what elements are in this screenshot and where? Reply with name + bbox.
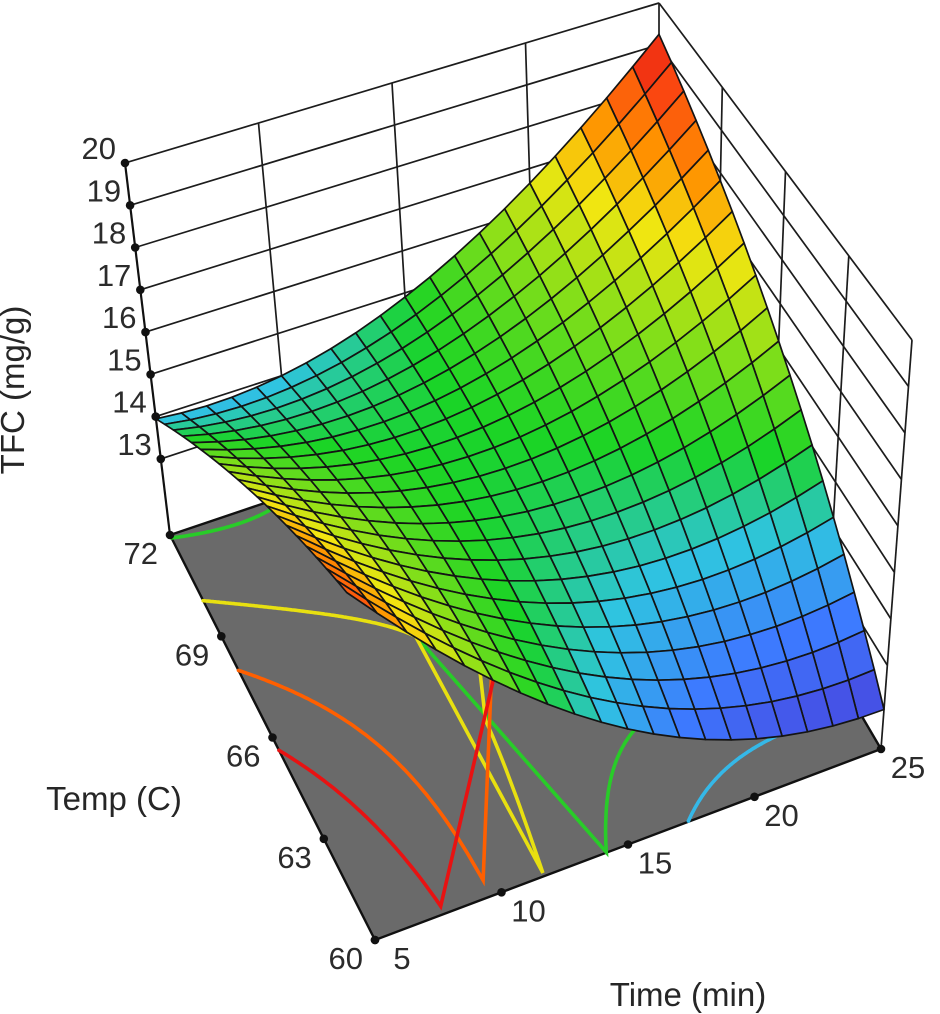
y-axis-title: Temp (C) (46, 780, 182, 817)
temp-tick-dot-66 (268, 733, 277, 742)
z-tick-dot-15 (146, 370, 155, 379)
temp-tick-label-66: 66 (226, 739, 260, 774)
temp-tick-label-63: 63 (277, 840, 311, 875)
z-tick-dot-13 (156, 454, 166, 464)
temp-tick-dot-69 (217, 632, 226, 641)
surface-cell (335, 579, 378, 614)
temp-tick-dot-63 (319, 834, 329, 844)
wall-gridline-temp (880, 339, 913, 750)
z-tick-label-16: 16 (102, 300, 136, 335)
z-tick-label-14: 14 (112, 385, 146, 420)
time-tick-label-20: 20 (764, 798, 798, 833)
temp-tick-label-72: 72 (124, 536, 158, 571)
axis-ticks: 13 14 15 16 17 18 19 20 60 63 66 69 72 5 10 15 20 25 (82, 131, 926, 976)
temp-tick-label-60: 60 (329, 941, 363, 976)
z-axis-line (123, 162, 172, 536)
z-tick-label-19: 19 (87, 173, 121, 208)
z-tick-label-15: 15 (107, 342, 141, 377)
time-tick-label-5: 5 (393, 941, 410, 976)
time-tick-label-25: 25 (891, 750, 925, 785)
z-tick-dot-17 (136, 285, 145, 295)
time-tick-dot-10 (497, 888, 506, 897)
time-tick-label-10: 10 (511, 893, 545, 928)
time-tick-dot-15 (623, 840, 633, 849)
z-tick-label-13: 13 (117, 427, 151, 462)
time-tick-label-15: 15 (638, 846, 672, 881)
temp-tick-label-69: 69 (175, 637, 209, 672)
z-tick-label-18: 18 (92, 216, 126, 251)
z-tick-label-20: 20 (82, 131, 116, 166)
time-tick-dot-20 (750, 792, 759, 802)
temp-tick-dot-72 (165, 530, 175, 540)
surface-mesh (155, 33, 885, 741)
time-tick-dot-5 (370, 935, 380, 945)
wall-grid (124, 2, 913, 750)
z-tick-dot-16 (141, 327, 150, 337)
z-tick-label-17: 17 (97, 258, 131, 293)
z-tick-dot-20 (120, 158, 130, 168)
z-tick-dot-19 (125, 201, 135, 210)
z-tick-dot-14 (151, 412, 160, 421)
time-tick-dot-25 (876, 744, 886, 754)
x-axis-title: Time (min) (610, 976, 766, 1013)
z-tick-dot-18 (130, 243, 140, 252)
z-axis-title: TFC (mg/g) (0, 306, 31, 475)
